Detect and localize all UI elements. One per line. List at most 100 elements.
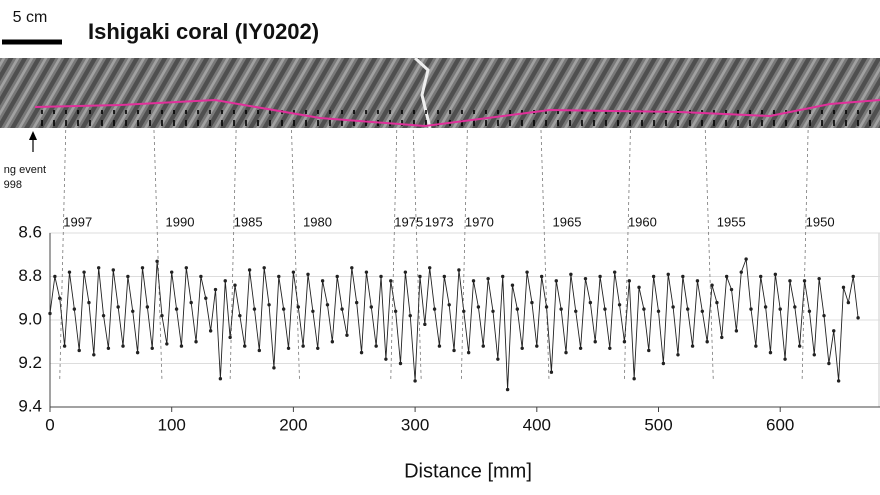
data-point [622,340,627,344]
data-point [812,353,816,357]
x-tick-label: 600 [766,415,794,434]
data-point [686,307,690,311]
y-tick-label: 9.4 [18,396,42,415]
data-point [398,361,403,366]
data-point [413,379,417,383]
data-point [627,279,631,283]
data-point [608,346,612,350]
data-point [695,279,700,283]
data-point [569,272,573,277]
data-point [272,366,276,370]
data-point [651,274,656,279]
data-point [554,279,558,283]
data-point [223,279,227,283]
data-point [140,266,145,270]
data-point [647,348,651,353]
data-point [96,266,101,270]
x-tick-label: 200 [279,415,307,434]
data-point [291,270,296,274]
year-marker-line [460,129,468,381]
data-point [768,350,773,355]
data-point [267,303,271,307]
event-label: ng event [4,164,46,176]
data-point [418,274,422,279]
data-point [243,344,247,348]
year-marker-label: 1955 [717,214,746,229]
data-point [501,274,505,279]
data-point [593,340,597,344]
data-point [710,283,714,287]
data-point [150,346,154,350]
data-point [277,274,281,279]
data-point [228,335,232,340]
data-point [690,344,695,348]
data-point [759,274,763,279]
x-tick-label: 400 [523,415,551,434]
data-point [87,300,91,305]
data-point [681,274,685,279]
data-point [92,353,96,357]
chart-title: Ishigaki coral (IY0202) [88,19,319,44]
year-marker-label: 1975 [394,214,423,229]
data-point [817,276,821,281]
data-point [836,379,841,383]
data-point [393,309,398,313]
data-point [379,274,383,279]
y-tick-label: 9.0 [18,309,42,328]
data-point [72,307,77,311]
data-point [194,340,198,344]
data-point [359,350,364,355]
data-point [510,283,515,287]
data-point [486,276,490,281]
data-point [749,307,753,311]
data-point [496,357,500,361]
data-point [676,353,680,357]
data-point [739,270,743,274]
y-tick-label: 8.6 [18,222,42,241]
data-point [447,303,451,307]
data-point [189,300,193,305]
data-point [851,274,855,279]
year-marker-label: 1985 [234,214,263,229]
data-point [612,270,617,274]
data-point [476,305,481,309]
data-point [126,274,130,279]
data-point [247,268,252,272]
data-point [233,283,237,287]
data-point [452,348,456,353]
data-point [53,274,57,279]
data-point [656,309,661,313]
data-point [257,348,262,353]
data-point [306,272,310,277]
data-point [856,316,860,320]
data-point [262,266,266,270]
data-point [666,272,670,277]
data-point [408,313,412,318]
data-point [179,344,184,348]
data-point [174,307,179,311]
data-point [238,313,242,318]
data-point [671,305,675,309]
data-point [160,313,164,318]
data-point [199,274,203,279]
data-point [131,309,135,313]
data-point [807,309,812,313]
year-marker-line [540,129,550,381]
year-marker-line [229,129,237,381]
year-marker-label: 1970 [465,214,494,229]
data-point [778,307,782,311]
data-point [598,274,602,279]
data-point [155,259,159,263]
data-point [58,296,62,300]
x-tick-label: 100 [158,415,186,434]
data-point [729,287,734,292]
data-point [296,305,300,309]
year-marker-label: 1990 [166,214,195,229]
data-point [632,377,636,381]
data-point [491,309,495,313]
data-point [574,309,578,313]
year-marker-label: 1965 [553,214,582,229]
event-label: 998 [4,179,22,191]
data-point [281,307,286,311]
data-point [530,300,534,305]
